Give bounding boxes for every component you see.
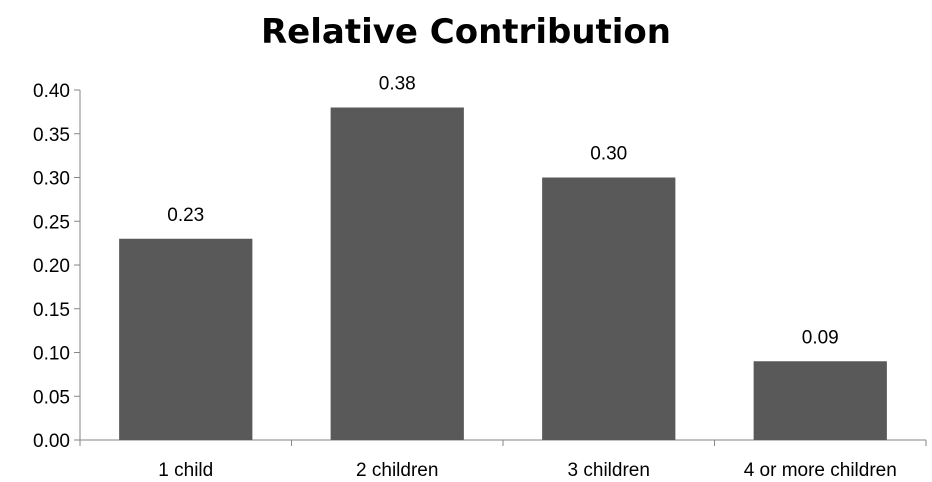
data-label: 0.23: [167, 205, 204, 226]
y-tick-label: 0.10: [33, 344, 70, 365]
bar-2: [330, 107, 464, 440]
data-labels: 0.23 0.38 0.30 0.09: [167, 74, 838, 349]
y-tick-label: 0.00: [33, 431, 70, 452]
bar-3: [542, 177, 676, 440]
y-tick-label: 0.40: [33, 81, 70, 102]
y-tick-label: 0.20: [33, 256, 70, 277]
bars: [119, 107, 887, 440]
x-tick-label: 3 children: [568, 460, 650, 481]
data-label: 0.09: [802, 327, 839, 348]
bar-1: [119, 238, 253, 440]
y-tick-label: 0.25: [33, 212, 70, 233]
x-tick-label: 4 or more children: [744, 460, 897, 481]
y-tick-label: 0.35: [33, 125, 70, 146]
bar-4: [753, 361, 887, 440]
y-tick-label: 0.15: [33, 300, 70, 321]
data-label: 0.38: [379, 74, 416, 95]
x-tick-label: 2 children: [356, 460, 438, 481]
y-tick-label: 0.05: [33, 387, 70, 408]
y-tick-label: 0.30: [33, 169, 70, 190]
x-tick-label: 1 child: [158, 460, 213, 481]
data-label: 0.30: [590, 144, 627, 165]
y-axis: 0.00 0.05 0.10 0.15 0.20 0.25 0.30 0.35 0.40: [33, 81, 81, 452]
chart-title: Relative Contribution: [260, 12, 671, 52]
x-axis: 1 child 2 children 3 children 4 or more chi…: [79, 439, 927, 481]
